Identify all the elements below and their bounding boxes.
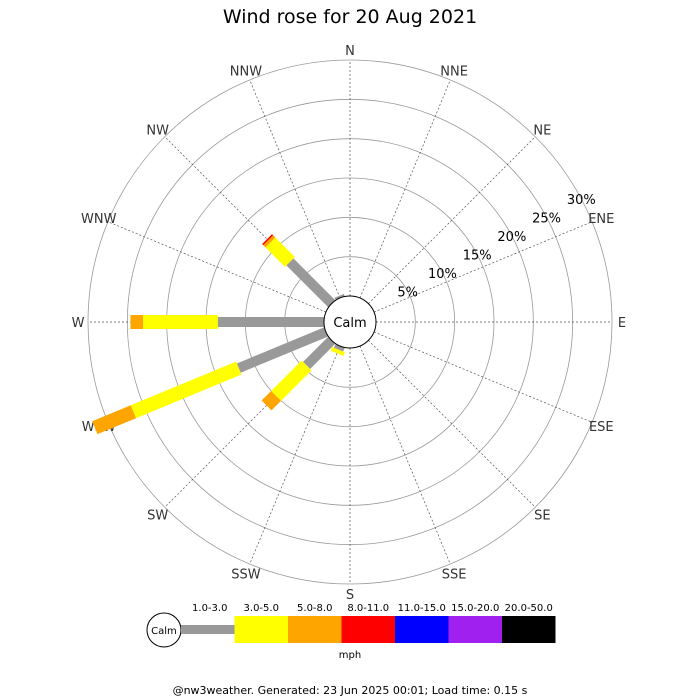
legend-swatch-5 [448,616,502,643]
legend-label-2: 5.0-8.0 [297,603,332,614]
spoke-nw [164,136,332,304]
speed-legend: Calm 1.0-3.0 3.0-5.0 5.0-8.0 8.0-11.0 11.0-15… [146,603,556,661]
legend-label-3: 8.0-11.0 [347,603,389,614]
bar-sw-bin-0 [303,336,336,369]
bar-wsw-bin-1 [130,361,242,419]
bar-nw-bin-2 [263,235,276,248]
legend-swatch-3 [341,616,395,643]
calm-circle: Calm [323,295,377,349]
bar-nw-bin-3 [262,234,274,246]
legend-calm-label: Calm [151,626,177,637]
ring-label-20: 20% [497,230,526,245]
legend-swatch-2 [288,616,342,643]
ring-label-30: 30% [567,193,596,208]
legend-label-1: 3.0-5.0 [244,603,279,614]
bar-sw-bin-2 [261,391,281,411]
ring-label-25: 25% [532,211,561,226]
bar-sw-bin-1 [271,360,312,401]
bar-wsw-bin-0 [236,327,328,373]
direction-labels: NNNENEENEEESESESSESSSWSWWSWWWNWNWNNW [72,44,627,603]
direction-label-s: S [346,588,354,603]
direction-label-ene: ENE [588,212,614,227]
bar-nw-bin-0 [286,258,336,308]
direction-label-se: SE [534,508,550,523]
legend-label-5: 15.0-20.0 [451,603,499,614]
direction-label-ssw: SSW [231,567,261,582]
legend-label-0: 1.0-3.0 [192,603,227,614]
ring-label-5: 5% [397,285,418,300]
ring-30pct [87,59,613,585]
legend-swatch-4 [395,616,449,643]
spoke-sse [359,345,451,565]
ring-label-15: 15% [463,248,492,263]
spoke-ene [373,221,593,313]
direction-label-sw: SW [147,508,168,523]
legend-label-6: 20.0-50.0 [505,603,553,614]
calm-label: Calm [333,316,366,331]
direction-label-nnw: NNW [230,65,262,80]
direction-label-nne: NNE [440,65,468,80]
bar-ssw-bin-0 [333,344,345,352]
direction-label-sse: SSE [442,567,467,582]
direction-label-n: N [345,44,355,59]
legend-swatch-0 [181,625,235,634]
legend-swatch-6 [502,616,556,643]
footer-text: @nw3weather. Generated: 23 Jun 2025 00:0… [172,684,528,697]
spoke-nne [359,79,451,299]
direction-label-w: W [72,316,85,331]
spoke-wnw [107,221,327,313]
spoke-ne [368,136,536,304]
bar-wsw-bin-2 [92,405,137,435]
direction-label-ese: ESE [589,420,614,435]
spoke-ese [373,331,593,423]
ring-labels: 5% 10% 15% 20% 25% 30% [397,193,595,300]
direction-label-ne: NE [533,124,551,139]
bar-ssw-bin-1 [330,346,346,356]
spoke-nnw [249,79,341,299]
bar-nw-bin-1 [265,237,295,267]
legend-swatch-1 [234,616,288,643]
spoke-se [368,340,536,508]
direction-label-e: E [618,316,626,331]
direction-label-nw: NW [146,124,169,139]
ring-label-10: 10% [428,267,457,282]
wind-bars [92,234,346,435]
direction-label-wnw: WNW [81,212,117,227]
legend-units: mph [339,650,361,661]
chart-title: Wind rose for 20 Aug 2021 [222,6,478,28]
spoke-ssw [249,345,341,565]
spoke-sw [164,340,332,508]
legend-label-4: 11.0-15.0 [398,603,446,614]
